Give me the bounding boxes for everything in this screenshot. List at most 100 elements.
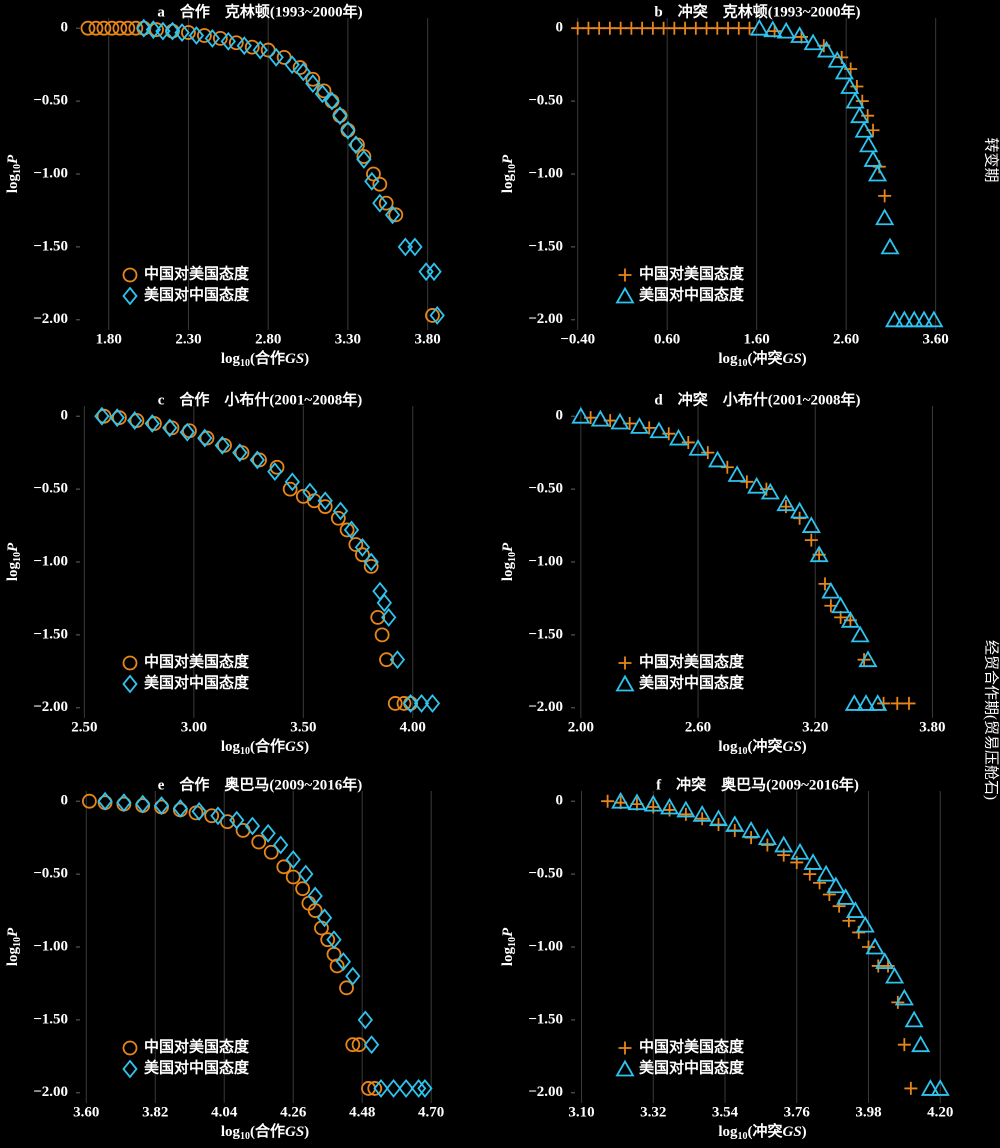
marker xyxy=(381,607,397,627)
marker xyxy=(204,808,220,824)
marker xyxy=(610,412,630,430)
marker xyxy=(348,537,364,552)
marker xyxy=(904,310,924,328)
panel-title: f 冲突 奥巴马(2009~2016年) xyxy=(656,775,859,793)
marker xyxy=(357,1010,373,1030)
marker xyxy=(210,806,226,826)
marker xyxy=(790,842,810,860)
x-tick-label: 3.82 xyxy=(142,1104,168,1120)
x-label-part: GS xyxy=(782,739,801,755)
legend-marker xyxy=(618,1041,632,1055)
marker xyxy=(663,803,677,817)
x-tick-label: 3.80 xyxy=(919,719,945,735)
marker xyxy=(135,794,151,814)
y-tick-label: 0 xyxy=(556,20,564,36)
marker xyxy=(920,1079,940,1096)
marker xyxy=(389,650,406,670)
marker xyxy=(236,36,252,56)
marker xyxy=(776,494,796,512)
marker xyxy=(343,520,360,540)
marker xyxy=(816,40,837,58)
marker xyxy=(228,35,244,51)
marker xyxy=(260,823,276,843)
x-label-part: ) xyxy=(802,1124,807,1140)
marker xyxy=(345,966,361,986)
marker xyxy=(339,522,355,538)
marker xyxy=(252,40,268,60)
x-tick-label: 3.60 xyxy=(73,1104,99,1120)
marker xyxy=(379,652,394,668)
marker xyxy=(285,869,301,885)
marker xyxy=(875,952,895,969)
marker xyxy=(263,844,279,860)
marker xyxy=(779,500,793,514)
panel-title: a 合作 克林顿(1993~2000年) xyxy=(157,2,362,20)
marker xyxy=(326,930,342,950)
marker xyxy=(120,20,136,36)
marker xyxy=(410,1078,427,1098)
legend-marker xyxy=(615,286,635,304)
marker xyxy=(88,20,104,36)
x-label-part: log xyxy=(221,351,241,367)
x-label-part: (冲突 xyxy=(747,737,782,755)
marker xyxy=(858,650,878,668)
marker xyxy=(332,108,348,124)
marker xyxy=(418,262,434,282)
legend-marker xyxy=(618,656,632,670)
marker xyxy=(363,558,379,574)
y-label-part: log xyxy=(500,947,516,967)
marker xyxy=(831,596,851,614)
x-axis-label: log10(冲突GS) xyxy=(718,349,806,369)
marker xyxy=(727,465,747,482)
marker xyxy=(372,176,388,192)
marker xyxy=(741,821,761,838)
side-label: 经贸合作期(贸易压舱石) xyxy=(983,640,1000,800)
marker xyxy=(809,545,829,563)
marker xyxy=(836,888,856,905)
x-tick-label: 2.60 xyxy=(685,719,711,735)
marker xyxy=(660,797,680,815)
marker xyxy=(760,482,780,500)
x-axis-label: log10(合作GS) xyxy=(221,349,309,369)
marker xyxy=(803,853,823,870)
y-tick-label: −2.00 xyxy=(528,311,563,327)
y-label-part: 10 xyxy=(12,937,23,947)
x-axis-label: log10(合作GS) xyxy=(221,737,309,757)
legend-marker xyxy=(122,286,138,306)
y-tick-label: −1.00 xyxy=(528,165,563,181)
x-label-part: ) xyxy=(304,739,309,755)
marker xyxy=(763,20,783,38)
x-tick-label: 4.04 xyxy=(211,1104,238,1120)
x-tick-label: 4.00 xyxy=(400,719,426,735)
marker xyxy=(284,472,301,492)
y-tick-label: 0 xyxy=(556,408,564,424)
marker xyxy=(354,537,371,557)
x-label-part: log xyxy=(718,351,738,367)
legend-label: 美国对中国态度 xyxy=(639,285,745,303)
marker xyxy=(367,1081,383,1096)
marker xyxy=(269,459,285,475)
marker xyxy=(924,310,944,328)
x-label-part: GS xyxy=(285,1124,304,1140)
marker xyxy=(774,835,794,853)
y-tick-label: −0.50 xyxy=(33,866,68,882)
x-tick-label: 4.48 xyxy=(349,1104,375,1120)
marker xyxy=(302,482,318,502)
x-label-part: 10 xyxy=(240,746,250,757)
marker xyxy=(196,28,212,43)
x-axis-label: log10(合作GS) xyxy=(221,1122,309,1142)
y-tick-label: −1.50 xyxy=(33,626,68,642)
marker xyxy=(821,581,841,599)
y-label-part: 10 xyxy=(12,164,23,174)
marker xyxy=(850,106,870,124)
marker xyxy=(855,915,875,933)
marker xyxy=(320,932,336,948)
x-label-part: ) xyxy=(304,1124,309,1140)
x-label-part: 10 xyxy=(737,746,747,757)
marker xyxy=(840,611,860,628)
marker xyxy=(747,476,767,494)
marker xyxy=(172,799,188,818)
marker xyxy=(144,414,160,433)
y-label-part: P xyxy=(500,927,516,937)
x-label-part: GS xyxy=(782,351,801,367)
